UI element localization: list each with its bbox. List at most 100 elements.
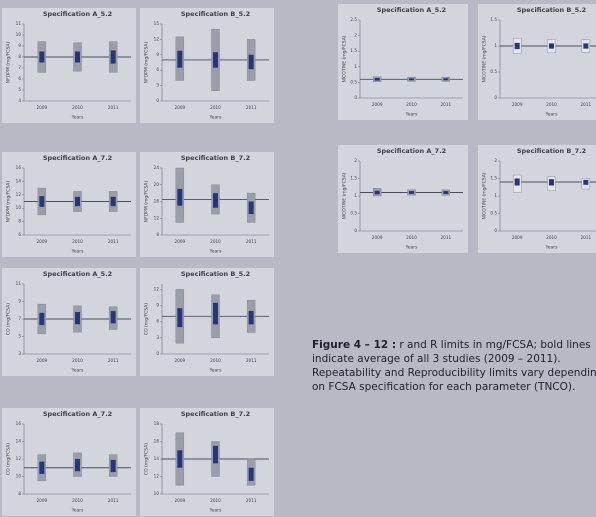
repeatability-range	[39, 462, 44, 474]
x-tick-label: 2009	[372, 235, 383, 240]
x-tick-label: 2011	[108, 239, 119, 244]
repeatability-range	[213, 193, 218, 208]
x-tick-label: 2010	[546, 102, 557, 107]
y-axis-label: NFDPM (mg/FCSA)	[6, 181, 12, 223]
y-tick-label: 8	[18, 219, 21, 224]
x-tick-label: 2009	[36, 105, 47, 110]
y-axis-label: NFDPM (mg/FCSA)	[6, 42, 12, 84]
y-tick-label: 8	[18, 491, 21, 496]
y-tick-label: 7	[18, 65, 21, 70]
y-tick-label: 12	[16, 192, 22, 197]
y-tick-label: 1.5	[350, 176, 357, 181]
y-tick-label: 16	[154, 199, 160, 204]
y-tick-label: 1	[354, 193, 357, 198]
y-tick-label: 1	[354, 64, 357, 69]
repeatability-range	[249, 311, 254, 324]
chart-title: Specification B_7.2	[517, 147, 586, 155]
chart-panel: Specification A_5.2CO (mg/FCSA)Years3579…	[2, 268, 136, 376]
y-tick-label: 9	[156, 303, 159, 308]
y-tick-label: 16	[16, 421, 22, 426]
repeatability-range	[249, 468, 254, 481]
chart-title: Specification A_5.2	[43, 10, 112, 18]
caption-label: Figure 4 – 12 :	[312, 339, 396, 351]
y-tick-label: 18	[154, 421, 160, 426]
y-tick-label: 10	[16, 474, 22, 479]
page: Specification A_5.2NFDPM (mg/FCSA)Years4…	[0, 0, 596, 517]
chart-title: Specification B_5.2	[181, 270, 250, 278]
y-tick-label: 9	[156, 52, 159, 57]
y-tick-label: 8	[156, 232, 159, 237]
x-tick-label: 2011	[580, 102, 591, 107]
repeatability-range	[443, 78, 448, 80]
y-tick-label: 0	[156, 351, 159, 356]
repeatability-range	[177, 450, 182, 468]
repeatability-range	[39, 313, 44, 325]
y-tick-label: 12	[16, 456, 22, 461]
x-tick-label: 2010	[406, 235, 417, 240]
y-tick-label: 12	[154, 36, 160, 41]
y-tick-label: 16	[154, 439, 160, 444]
y-tick-label: 7	[18, 316, 21, 321]
y-tick-label: 9	[18, 43, 21, 48]
y-axis-label: NICOTINE (mg/FCSA)	[482, 172, 488, 219]
repeatability-range	[177, 51, 182, 68]
y-tick-label: 1.5	[490, 176, 497, 181]
y-tick-label: 0	[354, 228, 357, 233]
repeatability-range	[549, 179, 554, 185]
chart-title: Specification A_5.2	[43, 270, 112, 278]
repeatability-range	[409, 191, 414, 194]
y-tick-label: 12	[154, 286, 160, 291]
x-tick-label: 2009	[36, 239, 47, 244]
x-axis-label: Years	[71, 249, 85, 255]
repeatability-range	[39, 196, 44, 207]
y-tick-label: 12	[154, 474, 160, 479]
y-tick-label: 9	[18, 299, 21, 304]
repeatability-range	[515, 43, 520, 49]
y-axis-label: NFDPM (mg/FCSA)	[144, 181, 150, 223]
x-tick-label: 2011	[108, 105, 119, 110]
y-axis-label: NFDPM (mg/FCSA)	[144, 42, 150, 84]
chart-panel: Specification B_7.2NFDPM (mg/FCSA)Years8…	[140, 152, 274, 257]
y-tick-label: 2	[354, 158, 357, 163]
repeatability-range	[375, 78, 380, 80]
repeatability-range	[177, 308, 182, 327]
chart-panel: Specification A_7.2NICOTINE (mg/FCSA)Yea…	[338, 145, 468, 253]
y-tick-label: 14	[16, 178, 22, 183]
x-axis-label: Years	[71, 368, 85, 374]
x-axis-label: Years	[71, 115, 85, 121]
x-tick-label: 2009	[174, 358, 185, 363]
y-axis-label: NICOTINE (mg/FCSA)	[342, 35, 348, 82]
x-tick-label: 2009	[174, 498, 185, 503]
repeatability-range	[213, 303, 218, 325]
x-tick-label: 2010	[210, 358, 221, 363]
figure-caption: Figure 4 – 12 : r and R limits in mg/FCS…	[312, 338, 596, 394]
x-axis-label: Years	[71, 508, 85, 514]
y-tick-label: 14	[16, 439, 22, 444]
x-tick-label: 2011	[108, 358, 119, 363]
y-tick-label: 6	[18, 76, 21, 81]
y-axis-label: NICOTINE (mg/FCSA)	[482, 35, 488, 82]
chart-title: Specification B_5.2	[181, 10, 250, 18]
y-tick-label: 15	[154, 21, 160, 26]
x-tick-label: 2011	[246, 498, 257, 503]
repeatability-range	[249, 55, 254, 69]
x-tick-label: 2010	[406, 102, 417, 107]
y-tick-label: 1	[494, 193, 497, 198]
y-tick-label: 5	[18, 87, 21, 92]
x-tick-label: 2011	[246, 105, 257, 110]
y-tick-label: 6	[156, 319, 159, 324]
chart-panel: Specification A_7.2CO (mg/FCSA)Years8101…	[2, 408, 136, 516]
repeatability-range	[213, 446, 218, 464]
repeatability-range	[583, 180, 588, 185]
y-tick-label: 10	[16, 205, 22, 210]
y-tick-label: 11	[16, 281, 22, 286]
y-tick-label: 2.5	[350, 17, 357, 22]
x-tick-label: 2010	[72, 105, 83, 110]
y-tick-label: 20	[154, 182, 160, 187]
chart-title: Specification B_7.2	[181, 154, 250, 162]
x-tick-label: 2009	[36, 358, 47, 363]
repeatability-range	[409, 78, 414, 80]
repeatability-range	[375, 191, 380, 195]
y-axis-label: CO (mg/FCSA)	[144, 443, 150, 475]
